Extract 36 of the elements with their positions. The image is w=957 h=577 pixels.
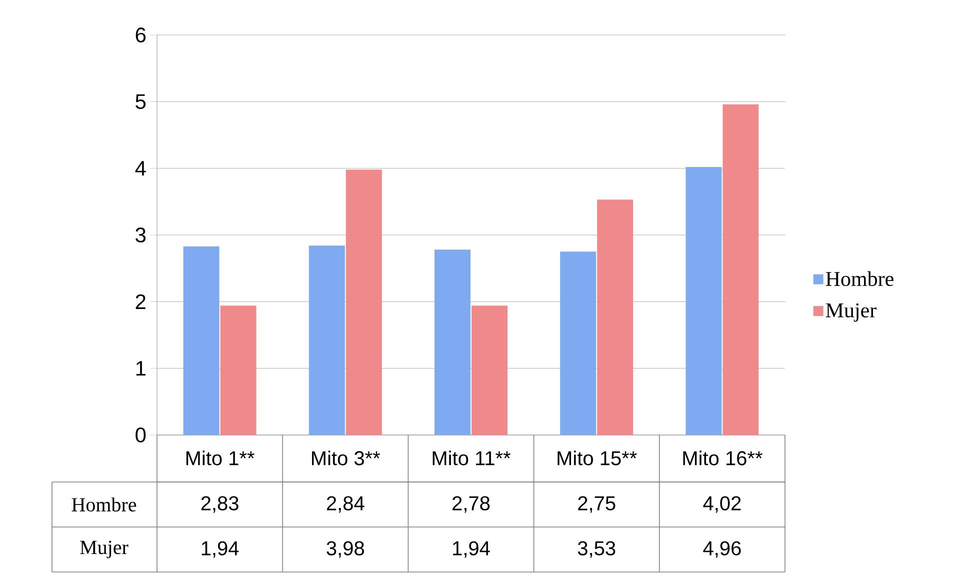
data-label: 3,53 xyxy=(578,541,616,558)
bar xyxy=(220,306,256,435)
y-tick-label: 1 xyxy=(136,361,146,376)
x-tick-label: Mito 11** xyxy=(432,450,511,466)
y-tick-label: 2 xyxy=(136,294,146,309)
text: Mujer xyxy=(80,540,128,558)
y-tick-label: 4 xyxy=(135,161,146,176)
data-label: 2,78 xyxy=(452,496,490,513)
y-tick-label: 5 xyxy=(136,94,146,109)
bar xyxy=(434,250,471,435)
data-label: 2,84 xyxy=(326,496,364,513)
legend-label: Mujer xyxy=(826,303,876,322)
bar xyxy=(597,200,634,435)
x-tick-label: Mito 16** xyxy=(683,450,762,466)
y-tick-label: 3 xyxy=(136,228,146,242)
x-tick-label: Mito 1** xyxy=(186,450,254,466)
data-label: 1,94 xyxy=(453,541,490,558)
legend-label: Hombre xyxy=(826,271,894,286)
text: Hombre xyxy=(72,497,136,512)
bar xyxy=(183,246,220,435)
data-label: 1,94 xyxy=(202,541,239,558)
bar xyxy=(472,306,508,435)
y-tick-label: 0 xyxy=(136,428,146,442)
data-label: 4,02 xyxy=(703,496,741,513)
bar xyxy=(346,170,382,435)
data-label: 2,75 xyxy=(578,496,616,513)
bar xyxy=(308,246,345,435)
bar xyxy=(686,166,722,435)
bar xyxy=(560,252,596,435)
y-tick-label: 6 xyxy=(136,28,146,42)
x-tick-label: Mito 3** xyxy=(312,450,380,466)
x-tick-label: Mito 15** xyxy=(558,450,637,466)
data-label: 4,96 xyxy=(703,541,741,558)
data-label: 3,98 xyxy=(326,541,364,558)
data-label: 2,83 xyxy=(201,496,238,513)
bar xyxy=(722,104,759,435)
